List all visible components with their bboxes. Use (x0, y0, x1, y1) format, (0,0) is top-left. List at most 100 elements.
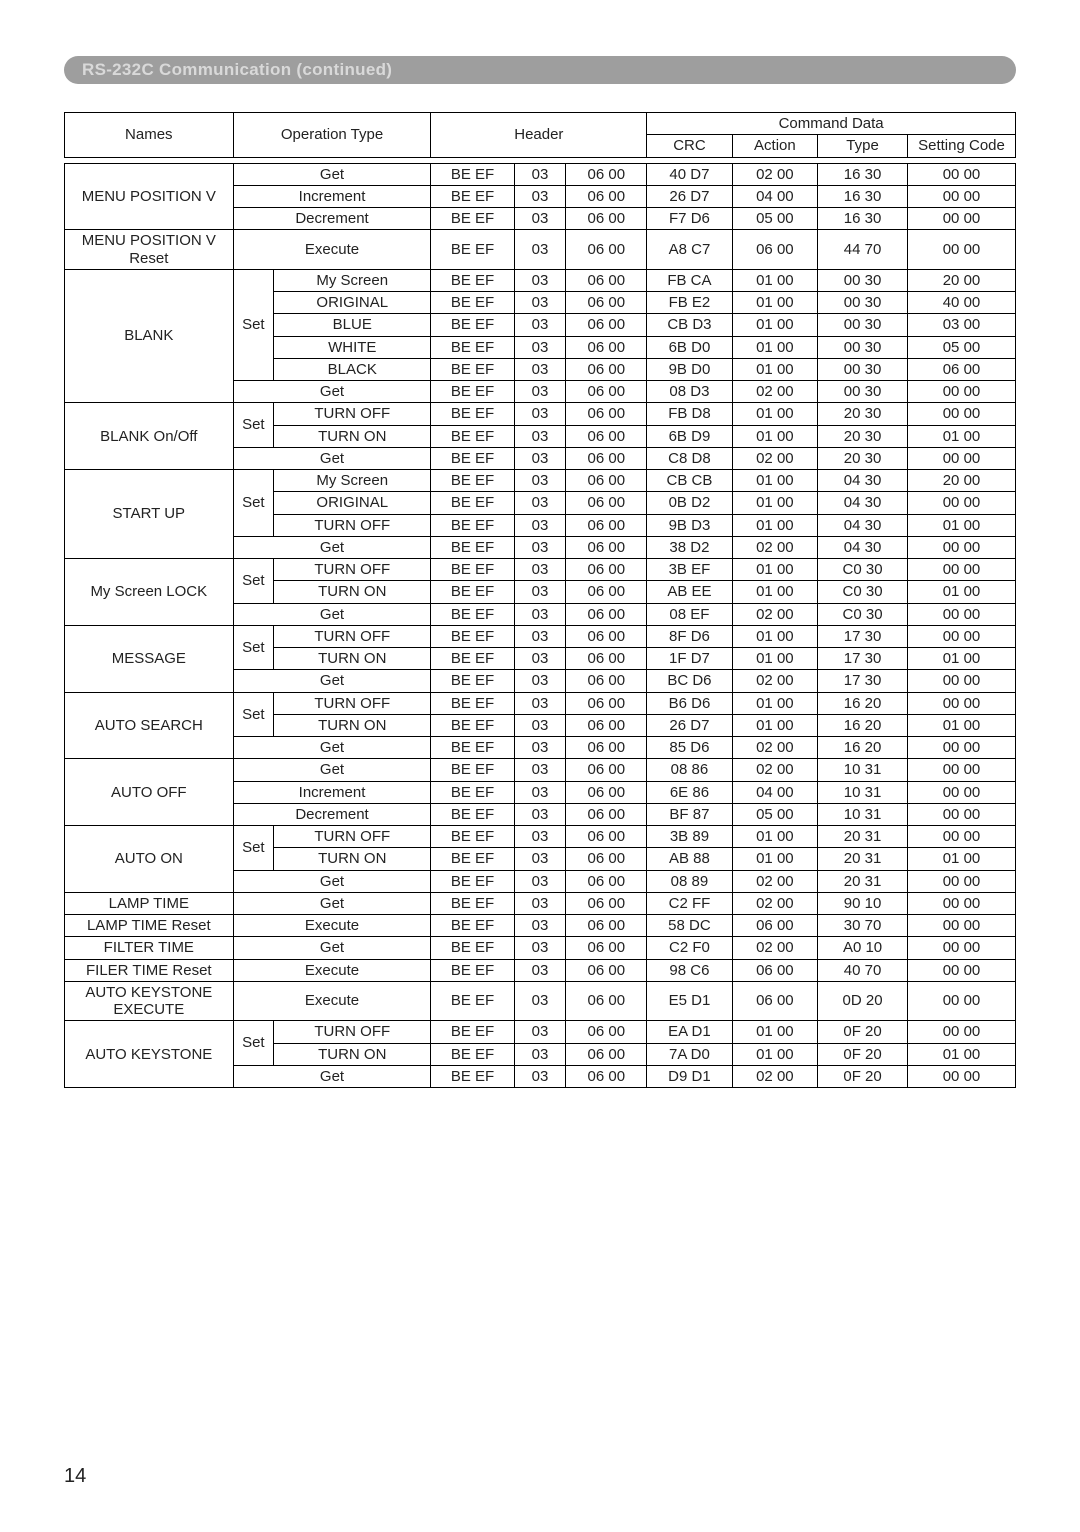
cell-crc: CB CB (647, 470, 732, 492)
cell-h2: 03 (514, 803, 566, 825)
cell-set: 00 00 (908, 803, 1016, 825)
cell-operation-value: TURN ON (274, 848, 431, 870)
cell-h3: 06 00 (566, 447, 647, 469)
cell-action: 01 00 (732, 470, 817, 492)
cell-h3: 06 00 (566, 1021, 647, 1043)
cell-h2: 03 (514, 163, 566, 185)
cell-h2: 03 (514, 292, 566, 314)
cell-h1: BE EF (431, 959, 514, 981)
table-row: LAMP TIMEGetBE EF0306 00C2 FF02 0090 100… (65, 892, 1016, 914)
cell-type: 0F 20 (818, 1043, 908, 1065)
cell-action: 01 00 (732, 358, 817, 380)
cell-crc: 1F D7 (647, 648, 732, 670)
cell-crc: AB EE (647, 581, 732, 603)
cell-type: 00 30 (818, 292, 908, 314)
cell-h3: 06 00 (566, 826, 647, 848)
cell-operation-value: TURN ON (274, 581, 431, 603)
cell-h2: 03 (514, 381, 566, 403)
cell-h1: BE EF (431, 403, 514, 425)
cell-action: 02 00 (732, 536, 817, 558)
cell-h1: BE EF (431, 492, 514, 514)
cell-h1: BE EF (431, 981, 514, 1021)
cell-h1: BE EF (431, 581, 514, 603)
cell-h3: 06 00 (566, 692, 647, 714)
cell-operation-value: TURN OFF (274, 625, 431, 647)
cell-h3: 06 00 (566, 163, 647, 185)
cell-h3: 06 00 (566, 648, 647, 670)
cell-action: 01 00 (732, 581, 817, 603)
cell-type: 17 30 (818, 625, 908, 647)
cell-type: 10 31 (818, 759, 908, 781)
cell-crc: 08 86 (647, 759, 732, 781)
cell-h1: BE EF (431, 603, 514, 625)
cell-operation-value: TURN OFF (274, 403, 431, 425)
cell-set: 00 00 (908, 447, 1016, 469)
cell-h2: 03 (514, 269, 566, 291)
cell-names: START UP (65, 470, 234, 559)
cell-h3: 06 00 (566, 759, 647, 781)
cell-h3: 06 00 (566, 1065, 647, 1087)
cell-operation: Get (233, 603, 431, 625)
cell-operation: Increment (233, 781, 431, 803)
cell-crc: 6B D0 (647, 336, 732, 358)
cell-action: 04 00 (732, 781, 817, 803)
cell-h2: 03 (514, 1043, 566, 1065)
table-row: FILER TIME ResetExecuteBE EF0306 0098 C6… (65, 959, 1016, 981)
cell-set: 03 00 (908, 314, 1016, 336)
cell-crc: CB D3 (647, 314, 732, 336)
cell-h1: BE EF (431, 1065, 514, 1087)
cell-names: BLANK (65, 269, 234, 403)
cell-type: 00 30 (818, 358, 908, 380)
cell-set: 01 00 (908, 714, 1016, 736)
cell-action: 04 00 (732, 185, 817, 207)
cell-crc: D9 D1 (647, 1065, 732, 1087)
cell-operation-set: Set (233, 403, 273, 448)
cell-h2: 03 (514, 692, 566, 714)
cell-type: 16 30 (818, 185, 908, 207)
cell-h3: 06 00 (566, 870, 647, 892)
cell-type: 20 31 (818, 826, 908, 848)
cell-h3: 06 00 (566, 892, 647, 914)
cell-set: 20 00 (908, 269, 1016, 291)
cell-action: 01 00 (732, 848, 817, 870)
table-row: AUTO KEYSTONESetTURN OFFBE EF0306 00EA D… (65, 1021, 1016, 1043)
cell-names: FILER TIME Reset (65, 959, 234, 981)
cell-operation: Get (233, 1065, 431, 1087)
cell-set: 01 00 (908, 514, 1016, 536)
cell-h3: 06 00 (566, 959, 647, 981)
cell-h3: 06 00 (566, 670, 647, 692)
cell-action: 01 00 (732, 403, 817, 425)
cell-operation-value: TURN OFF (274, 514, 431, 536)
cell-set: 01 00 (908, 1043, 1016, 1065)
cell-h3: 06 00 (566, 915, 647, 937)
cell-crc: A8 C7 (647, 230, 732, 270)
cell-h1: BE EF (431, 447, 514, 469)
cell-h1: BE EF (431, 292, 514, 314)
cell-crc: E5 D1 (647, 981, 732, 1021)
cell-h2: 03 (514, 336, 566, 358)
cell-set: 00 00 (908, 230, 1016, 270)
col-operation: Operation Type (233, 113, 431, 158)
cell-h3: 06 00 (566, 603, 647, 625)
cell-set: 00 00 (908, 981, 1016, 1021)
col-crc: CRC (647, 135, 732, 157)
cell-operation: Get (233, 670, 431, 692)
cell-type: 16 30 (818, 163, 908, 185)
cell-type: 16 20 (818, 737, 908, 759)
cell-set: 00 00 (908, 670, 1016, 692)
section-title: RS-232C Communication (continued) (82, 60, 392, 80)
cell-operation: Decrement (233, 803, 431, 825)
cell-operation: Get (233, 892, 431, 914)
cell-operation: Decrement (233, 208, 431, 230)
cell-h2: 03 (514, 230, 566, 270)
cell-crc: C2 F0 (647, 937, 732, 959)
cell-type: 00 30 (818, 381, 908, 403)
cell-operation-value: TURN ON (274, 425, 431, 447)
cell-names: LAMP TIME Reset (65, 915, 234, 937)
cell-h1: BE EF (431, 425, 514, 447)
cell-h2: 03 (514, 937, 566, 959)
cell-crc: FB E2 (647, 292, 732, 314)
cell-crc: BC D6 (647, 670, 732, 692)
cell-set: 00 00 (908, 892, 1016, 914)
cell-h1: BE EF (431, 536, 514, 558)
